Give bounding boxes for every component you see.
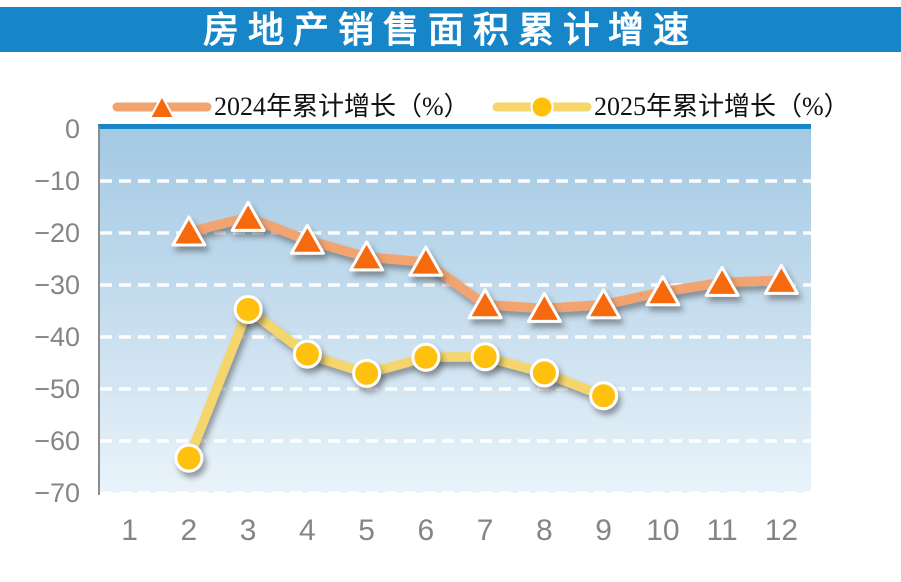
series-markers — [174, 294, 619, 473]
circle-marker-icon — [352, 358, 382, 388]
y-tick-label: −50 — [34, 374, 80, 404]
triangle-marker-icon — [645, 275, 681, 307]
legend-triangle-icon — [149, 95, 175, 119]
circle-marker-icon — [411, 342, 441, 372]
circle-marker-icon — [233, 294, 263, 324]
legend-label-2024: 2024年累计增长（%） — [214, 92, 470, 121]
x-tick-label: 6 — [417, 514, 435, 547]
circle-marker-icon — [174, 443, 204, 473]
plot-area — [98, 124, 811, 495]
triangle-marker-icon — [349, 240, 385, 272]
series-2024 — [171, 200, 799, 323]
chart-title: 房地产销售面积累计增速 — [202, 9, 698, 50]
y-tick-label: −30 — [34, 270, 80, 300]
x-tick-label: 12 — [764, 514, 799, 547]
series-2025 — [174, 294, 619, 473]
triangle-marker-icon — [289, 223, 325, 255]
y-tick-label: −20 — [34, 218, 80, 248]
triangle-marker-icon — [230, 200, 266, 232]
x-tick-label: 9 — [595, 514, 612, 547]
legend-swatch-circle-icon — [492, 95, 592, 119]
y-tick-label: −40 — [34, 322, 80, 352]
x-tick-label: 3 — [239, 514, 257, 547]
x-tick-label: 4 — [299, 514, 316, 547]
legend-item-2025: 2025年累计增长（%） — [492, 92, 850, 122]
legend-item-2024: 2024年累计增长（%） — [112, 92, 470, 122]
y-tick-label: −70 — [34, 478, 80, 508]
series-markers — [171, 200, 799, 323]
x-tick-label: 11 — [706, 514, 738, 547]
x-tick-label: 2 — [180, 514, 198, 547]
plot-background — [100, 129, 811, 493]
x-tick-label: 5 — [358, 514, 375, 547]
circle-marker-icon — [292, 339, 322, 369]
legend-circle-icon — [530, 95, 554, 119]
triangle-marker-icon — [586, 288, 622, 320]
chart-svg — [100, 129, 811, 495]
triangle-marker-icon — [171, 215, 207, 247]
x-tick-label: 10 — [646, 514, 680, 547]
triangle-marker-icon — [526, 291, 562, 323]
x-tick-label: 8 — [536, 514, 553, 547]
triangle-marker-icon — [763, 263, 799, 295]
circle-marker-icon — [470, 342, 500, 372]
triangle-marker-icon — [408, 245, 444, 277]
x-tick-label: 1 — [121, 514, 138, 547]
triangle-marker-icon — [704, 265, 740, 297]
chart-title-bar: 房地产销售面积累计增速 — [0, 7, 901, 52]
triangle-marker-icon — [467, 288, 503, 320]
y-tick-label: −60 — [34, 426, 80, 456]
circle-marker-icon — [529, 358, 559, 388]
circle-marker-icon — [589, 381, 619, 411]
x-tick-label: 7 — [476, 514, 494, 547]
y-tick-label: −10 — [34, 166, 80, 196]
legend-label-2025: 2025年累计增长（%） — [594, 92, 850, 121]
legend-swatch-triangle-icon — [112, 95, 212, 119]
y-tick-label: 0 — [64, 114, 80, 144]
